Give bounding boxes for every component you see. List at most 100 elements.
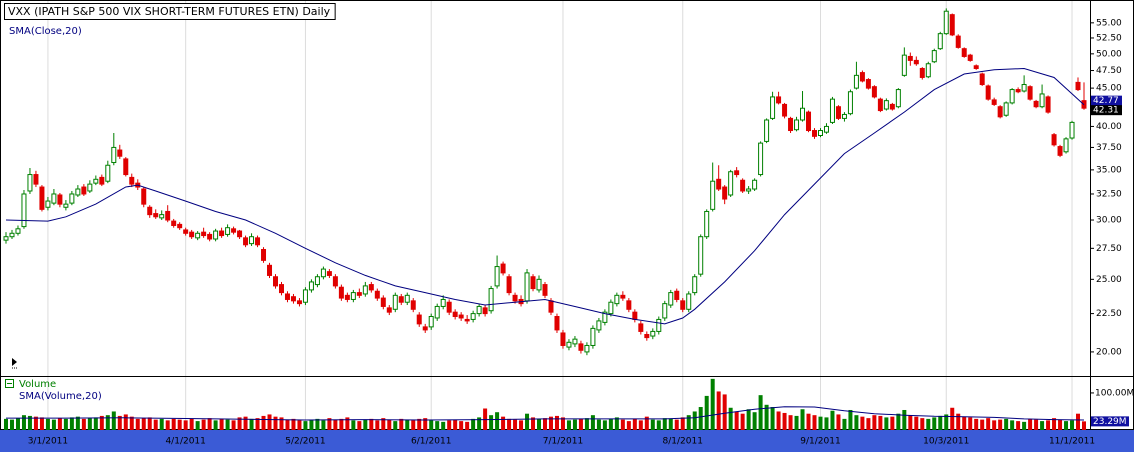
volume-bar	[291, 418, 296, 430]
volume-bar	[15, 418, 20, 430]
volume-bar	[752, 412, 757, 430]
volume-bar	[650, 419, 655, 430]
volume-bar	[1052, 418, 1057, 430]
y-tick-label: 32.50	[1096, 189, 1122, 199]
candle-body	[1063, 138, 1069, 153]
volume-bar	[129, 416, 134, 430]
volume-bar	[111, 411, 116, 430]
marks	[3, 8, 1087, 430]
volume-bar	[644, 416, 649, 430]
volume-bar	[249, 418, 254, 430]
candle-body	[99, 176, 105, 185]
volume-bar	[441, 421, 446, 430]
volume-bar	[369, 418, 374, 430]
candle-body	[788, 117, 794, 132]
volume-bar	[866, 418, 871, 430]
volume-bar	[770, 407, 775, 430]
volume-bar	[800, 409, 805, 430]
candle-body	[1051, 134, 1057, 146]
volume-bar	[4, 418, 8, 430]
candle-body	[255, 237, 261, 246]
volume-bar	[417, 418, 422, 430]
volume-bar	[1028, 418, 1033, 430]
volume-bar	[1046, 420, 1051, 430]
y-tick-label: 25.00	[1096, 275, 1122, 285]
y-tick-label: 100.00M	[1095, 388, 1134, 398]
candle-body	[710, 180, 716, 210]
volume-bar	[243, 416, 248, 430]
volume-bar	[908, 415, 913, 430]
last-value-label: 23.29M	[1093, 417, 1127, 427]
volume-bar	[626, 421, 631, 430]
volume-bar	[81, 418, 86, 430]
volume-bar	[872, 415, 877, 430]
volume-bar	[980, 419, 985, 430]
volume-bar	[171, 418, 176, 430]
candle-body	[590, 327, 596, 346]
volume-bar	[363, 419, 368, 430]
volume-bar	[902, 409, 907, 430]
volume-bar	[584, 418, 589, 430]
candle-body	[967, 54, 973, 61]
candle-body	[153, 213, 159, 218]
volume-bar	[830, 410, 835, 430]
candle-body	[764, 119, 770, 142]
candle-body	[997, 106, 1003, 118]
x-tick-label: 9/1/2011	[800, 437, 840, 447]
volume-bar	[590, 415, 595, 430]
candle-body	[344, 294, 350, 300]
candle-body	[290, 296, 296, 302]
volume-bar	[608, 418, 613, 430]
candle-body	[542, 284, 548, 296]
candle-body	[278, 284, 284, 294]
volume-bar	[740, 413, 745, 430]
volume-bar	[231, 420, 236, 430]
volume-bar	[327, 418, 332, 430]
candle-body	[823, 125, 829, 133]
candle-body	[692, 276, 698, 294]
candle-body	[147, 206, 153, 216]
candle-body	[949, 14, 955, 36]
candle-body	[207, 233, 213, 240]
sma-line	[5, 67, 1085, 325]
volume-bar	[746, 409, 751, 430]
candle-body	[782, 103, 788, 117]
candle-body	[165, 210, 171, 221]
candle-body	[434, 305, 440, 319]
volume-bar	[680, 417, 685, 430]
candle-body	[913, 59, 919, 65]
volume-bar	[189, 418, 194, 430]
volume-bar	[93, 417, 98, 430]
candle-body	[835, 106, 841, 119]
volume-bar	[704, 395, 709, 430]
candle-body	[183, 229, 189, 234]
candle-body	[171, 220, 177, 226]
x-tick-label: 10/3/2011	[923, 437, 969, 447]
candle-body	[841, 113, 847, 119]
volume-bar	[537, 418, 542, 430]
volume-bar	[884, 417, 889, 430]
candle-body	[877, 98, 883, 112]
volume-bar	[632, 418, 637, 430]
volume-bar	[471, 418, 476, 430]
volume-bar	[1010, 420, 1015, 430]
volume-bar	[782, 412, 787, 430]
candle-body	[141, 188, 147, 205]
candle-body	[482, 307, 488, 315]
y-tick-label: 55.00	[1096, 18, 1122, 28]
candle-body	[614, 294, 620, 305]
candle-body	[51, 193, 57, 204]
volume-bar	[758, 395, 763, 430]
candle-body	[81, 186, 87, 195]
volume-bar	[566, 420, 571, 430]
volume-bar	[477, 417, 482, 430]
candle-body	[1003, 102, 1009, 116]
candle-body	[806, 111, 812, 132]
volume-bar	[578, 418, 583, 430]
legend-entry: SMA(Close,20)	[9, 26, 82, 37]
candle-body	[494, 266, 500, 287]
volume-bar	[153, 419, 158, 430]
candle-body	[979, 73, 985, 86]
